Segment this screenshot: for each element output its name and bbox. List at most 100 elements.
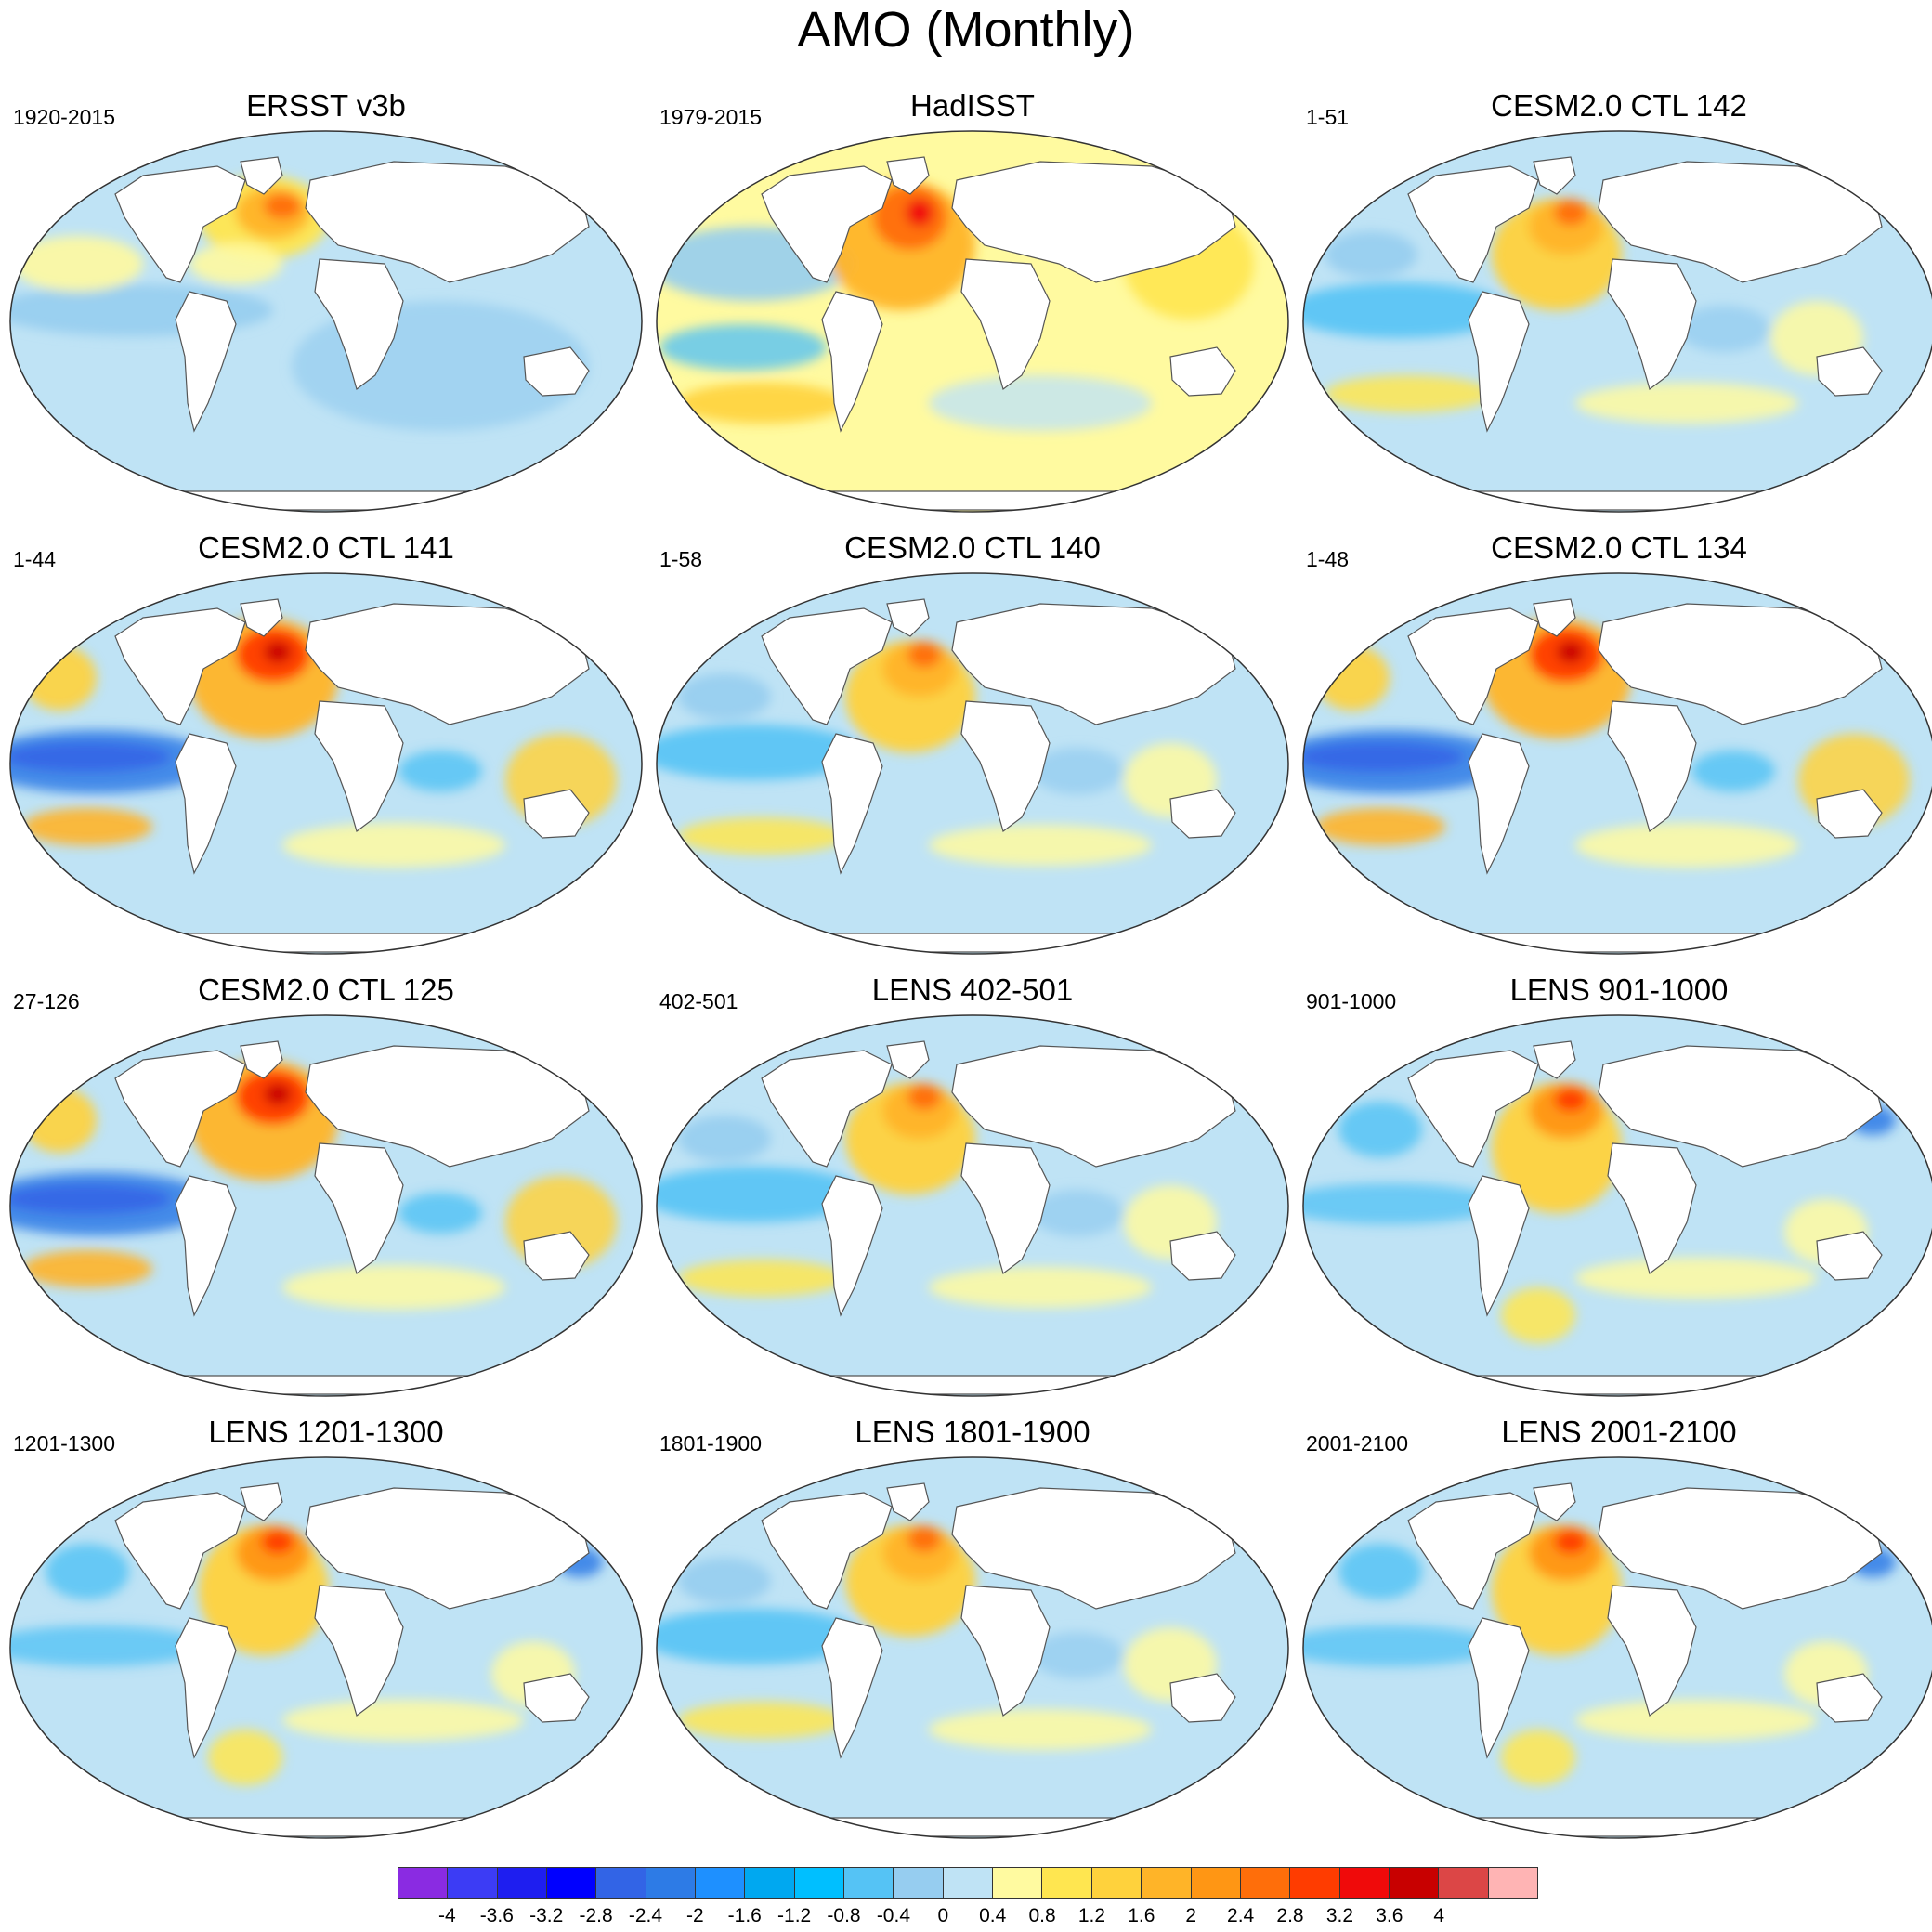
anomaly-region xyxy=(189,243,282,284)
sst-regression-map xyxy=(9,130,643,513)
land-mask xyxy=(142,490,506,511)
colorbar-box xyxy=(1239,1867,1291,1899)
panel-period: 1979-2015 xyxy=(659,105,762,129)
land-mask xyxy=(1169,1231,1236,1281)
anomaly-region xyxy=(264,193,301,219)
map-border xyxy=(9,1456,643,1839)
map-border xyxy=(1302,1456,1932,1839)
land-mask xyxy=(821,733,883,875)
colorbar-tick-label: -3.6 xyxy=(479,1905,514,1926)
colorbar-tick-label: -1.2 xyxy=(777,1905,812,1926)
anomaly-region xyxy=(659,324,827,371)
panel-title: LENS 1801-1900 xyxy=(855,1415,1090,1449)
panel-title: LENS 901-1000 xyxy=(1509,973,1729,1007)
land-mask xyxy=(821,1175,883,1317)
land-mask xyxy=(523,789,590,839)
land-mask xyxy=(314,700,404,833)
land-mask xyxy=(761,1492,893,1610)
colorbar-box xyxy=(1090,1867,1142,1899)
anomaly-region xyxy=(398,751,482,791)
anomaly-region xyxy=(1557,641,1585,663)
anomaly-region xyxy=(678,1558,771,1604)
land-mask xyxy=(114,165,246,283)
anomaly-region xyxy=(282,1265,505,1310)
sst-regression-map xyxy=(656,130,1289,513)
map-panel: LENS 402-501 402-501 xyxy=(650,972,1295,1408)
land-mask xyxy=(789,933,1153,953)
land-mask xyxy=(1468,291,1530,433)
colorbar-box xyxy=(496,1867,548,1899)
anomaly-region xyxy=(929,375,1152,431)
land-mask xyxy=(1816,1673,1883,1723)
anomaly-region xyxy=(678,1702,845,1739)
anomaly-region xyxy=(1575,823,1798,868)
colorbar-box xyxy=(1388,1867,1440,1899)
panel-period: 1920-2015 xyxy=(13,105,115,129)
land-mask xyxy=(1435,933,1799,953)
anomaly-region xyxy=(22,808,152,845)
land-mask xyxy=(114,607,246,725)
anomaly-region xyxy=(678,1260,845,1297)
land-mask xyxy=(960,1585,1051,1717)
colorbar-box xyxy=(992,1867,1043,1899)
land-mask xyxy=(789,1375,1153,1395)
land-mask xyxy=(1407,1492,1539,1610)
land-mask xyxy=(142,1817,506,1837)
land-mask xyxy=(1607,700,1697,833)
anomaly-region xyxy=(1575,383,1798,424)
map-border xyxy=(656,130,1289,513)
panel-title: CESM2.0 CTL 142 xyxy=(1491,88,1747,123)
colorbar-box xyxy=(1487,1867,1538,1899)
land-mask xyxy=(886,156,930,195)
map-panel: LENS 901-1000 901-1000 xyxy=(1297,972,1932,1408)
land-mask xyxy=(1407,607,1539,725)
map-panel: CESM2.0 CTL 134 1-48 xyxy=(1297,529,1932,966)
colorbar-tick-label: 3.2 xyxy=(1325,1905,1354,1926)
panel-period: 1-44 xyxy=(13,547,57,571)
map-panel: ERSST v3b 1920-2015 xyxy=(4,87,648,524)
land-mask xyxy=(314,1142,404,1275)
colorbar-box xyxy=(1041,1867,1092,1899)
land-mask xyxy=(240,598,283,637)
sst-regression-map xyxy=(1302,572,1932,955)
sst-regression-map xyxy=(656,1014,1289,1397)
sst-regression-map xyxy=(9,1456,643,1839)
colorbar-tick-label: -0.8 xyxy=(827,1905,861,1926)
panel-title: CESM2.0 CTL 125 xyxy=(198,973,454,1007)
colorbar-box xyxy=(744,1867,795,1899)
colorbar-box xyxy=(1438,1867,1489,1899)
anomaly-region xyxy=(1691,751,1775,791)
land-mask xyxy=(1169,789,1236,839)
anomaly-region xyxy=(907,1526,941,1552)
colorbar-boxes xyxy=(398,1867,1538,1899)
anomaly-region xyxy=(22,646,97,711)
land-mask xyxy=(886,1482,930,1521)
panel-period: 1-58 xyxy=(659,547,703,571)
land-mask xyxy=(1607,1585,1697,1717)
colorbar-tick-label: 0.8 xyxy=(1028,1905,1056,1926)
land-mask xyxy=(1468,733,1530,875)
colorbar-box xyxy=(1141,1867,1192,1899)
panel-title: CESM2.0 CTL 134 xyxy=(1491,530,1747,565)
anomaly-region xyxy=(1303,282,1510,338)
land-mask xyxy=(1533,1040,1576,1079)
colorbar-tick-label: 4 xyxy=(1433,1905,1445,1926)
map-border xyxy=(656,1014,1289,1397)
anomaly-region xyxy=(929,1267,1152,1308)
colorbar-tick-label: 0.4 xyxy=(979,1905,1007,1926)
land-mask xyxy=(175,733,237,875)
anomaly-region xyxy=(906,199,933,227)
colorbar-box xyxy=(546,1867,597,1899)
sst-regression-map xyxy=(9,572,643,955)
panel-title: CESM2.0 CTL 141 xyxy=(198,530,454,565)
panel-period: 1-51 xyxy=(1306,105,1350,129)
land-mask xyxy=(175,291,237,433)
land-mask xyxy=(1169,346,1236,397)
land-mask xyxy=(789,1817,1153,1837)
land-mask xyxy=(114,1492,246,1610)
colorbar-box xyxy=(1338,1867,1390,1899)
colorbar-tick-label: -2.4 xyxy=(628,1905,663,1926)
land-mask xyxy=(1407,165,1539,283)
anomaly-region xyxy=(1315,646,1390,711)
colorbar-box xyxy=(793,1867,845,1899)
